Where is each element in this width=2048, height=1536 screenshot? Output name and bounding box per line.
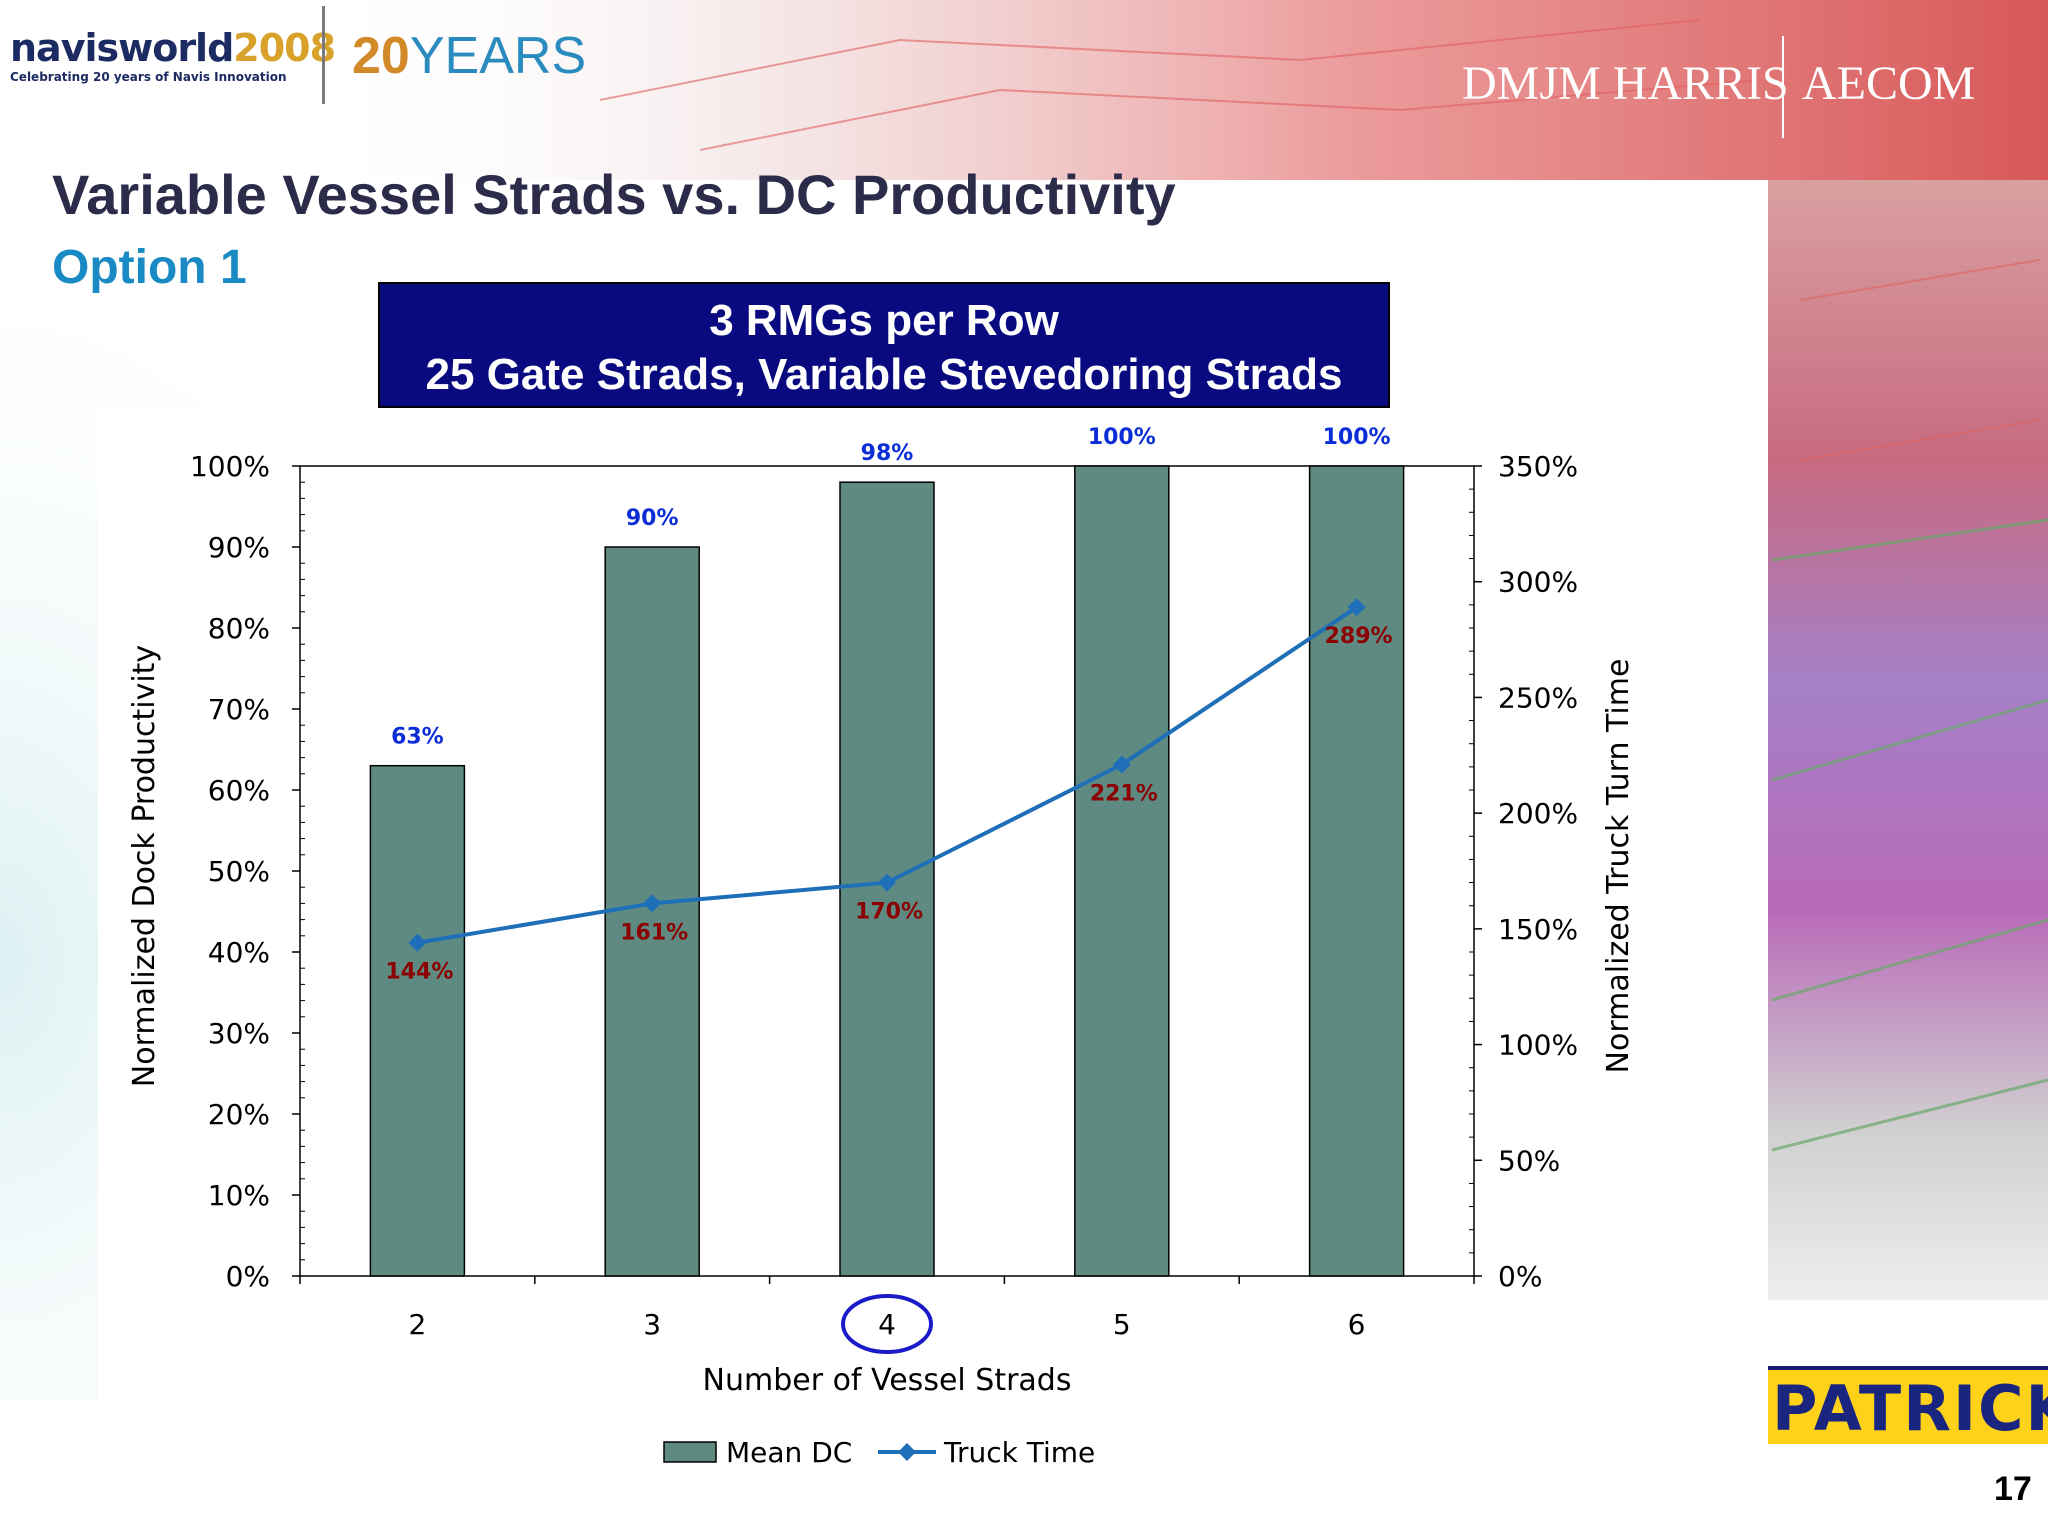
bar-data-labels: 63% 90% 98% 100% 100% <box>391 425 1391 750</box>
slide-subtitle: Option 1 <box>52 241 247 294</box>
navisworld-logo: navisworld2008 Celebrating 20 years of N… <box>10 26 336 84</box>
truck-time-marker <box>1347 598 1366 617</box>
left-tick-label: 50% <box>208 855 270 888</box>
bar-mean-dc <box>1074 465 1170 1277</box>
navisworld-wordmark: navisworld2008 <box>10 26 336 70</box>
line-value-label: 161% <box>620 920 688 945</box>
line-value-label: 170% <box>855 900 923 925</box>
x-tick-label: 4 <box>878 1308 896 1341</box>
navisworld-brand-text: navisworld <box>10 26 234 70</box>
x-tick-label: 5 <box>1113 1308 1131 1341</box>
y-axis-left-title: Normalized Dock Productivity <box>127 645 162 1087</box>
right-tick-label: 50% <box>1498 1144 1560 1177</box>
truck-time-marker <box>878 873 896 892</box>
x-tick-label: 2 <box>408 1308 426 1341</box>
banner-line-1: 3 RMGs per Row <box>709 296 1059 345</box>
navisworld-year-text: 2008 <box>233 26 336 70</box>
navisworld-tagline: Celebrating 20 years of Navis Innovation <box>10 70 287 84</box>
legend-label-mean-dc: Mean DC <box>726 1436 852 1469</box>
x-axis-ticks: 2 3 4 5 6 <box>299 1276 1475 1354</box>
truck-time-marker <box>1112 755 1131 774</box>
left-tick-label: 80% <box>208 612 270 645</box>
chart-legend: Mean DC Truck Time <box>663 1436 1095 1469</box>
x-tick-label: 6 <box>1348 1308 1366 1341</box>
x-axis-title: Number of Vessel Strads <box>703 1363 1072 1398</box>
left-tick-label: 0% <box>226 1260 270 1293</box>
left-tick-label: 100% <box>190 450 270 483</box>
right-tick-label: 200% <box>1498 797 1578 830</box>
left-tick-label: 60% <box>208 774 270 807</box>
legend-marker-truck-time <box>898 1443 916 1461</box>
left-tick-label: 70% <box>208 693 270 726</box>
banner-line-2: 25 Gate Strads, Variable Stevedoring Str… <box>425 350 1343 399</box>
line-value-label: 221% <box>1090 782 1158 807</box>
bar-series-mean-dc <box>369 465 1405 1277</box>
anniversary-logo: 20YEARS <box>352 26 586 86</box>
corporate-logo-aecom: AECOM <box>1802 57 1976 110</box>
left-tick-label: 90% <box>208 531 270 564</box>
chart-area: 0% 10% 20% 30% 40% 50% 60% 70% 80% 90% 100% 0% 50% 1… <box>98 410 1678 1490</box>
line-value-label: 289% <box>1325 624 1393 649</box>
x-tick-label: 3 <box>643 1308 661 1341</box>
combo-chart: 0% 10% 20% 30% 40% 50% 60% 70% 80% 90% 100% 0% 50% 1… <box>127 425 1636 1469</box>
patrick-logo-text: PATRICK <box>1772 1372 2048 1444</box>
right-tick-label: 150% <box>1498 913 1578 946</box>
truck-time-marker <box>643 894 662 913</box>
chart-banner: 3 RMGs per Row 25 Gate Strads, Variable … <box>378 282 1390 408</box>
line-series-truck-time <box>408 598 1366 952</box>
bar-value-label: 100% <box>1088 425 1156 450</box>
left-tick-label: 10% <box>208 1179 270 1212</box>
left-tick-label: 40% <box>208 936 270 969</box>
page-number: 17 <box>1994 1470 2032 1508</box>
left-axis-ticks: 0% 10% 20% 30% 40% 50% 60% 70% 80% 90% 100% <box>190 450 305 1293</box>
anniversary-word: YEARS <box>409 27 587 85</box>
left-tick-label: 30% <box>208 1017 270 1050</box>
line-data-labels: 144% 161% 170% 221% 289% <box>385 624 1392 985</box>
legend-label-truck-time: Truck Time <box>943 1436 1095 1469</box>
bar-value-label: 63% <box>391 725 444 750</box>
patrick-logo: PATRICK <box>1768 1366 2048 1444</box>
right-tick-label: 100% <box>1498 1029 1578 1062</box>
right-tick-label: 250% <box>1498 681 1578 714</box>
bar-value-label: 90% <box>626 506 679 531</box>
left-tick-label: 20% <box>208 1098 270 1131</box>
bar-value-label: 98% <box>861 441 914 466</box>
bar-mean-dc <box>369 764 466 1277</box>
corporate-logo-dmjm-harris: DMJM HARRIS <box>1462 57 1789 110</box>
right-tick-label: 350% <box>1498 450 1578 483</box>
y-axis-right-title: Normalized Truck Turn Time <box>1601 659 1636 1074</box>
corporate-logo-divider <box>1782 36 1784 138</box>
logo-divider <box>322 6 325 104</box>
truck-time-marker <box>408 933 427 952</box>
slide-title: Variable Vessel Strads vs. DC Productivi… <box>52 163 1176 226</box>
right-tick-label: 0% <box>1498 1260 1542 1293</box>
bar-mean-dc <box>1308 465 1405 1277</box>
line-value-label: 144% <box>385 960 453 985</box>
legend-swatch-mean-dc <box>663 1441 717 1463</box>
anniversary-number: 20 <box>352 27 410 85</box>
right-axis-ticks: 0% 50% 100% 150% 200% 250% 300% 350% <box>1469 450 1578 1293</box>
right-tick-label: 300% <box>1498 566 1578 599</box>
bar-value-label: 100% <box>1323 425 1391 450</box>
highlight-circle <box>841 1294 933 1354</box>
